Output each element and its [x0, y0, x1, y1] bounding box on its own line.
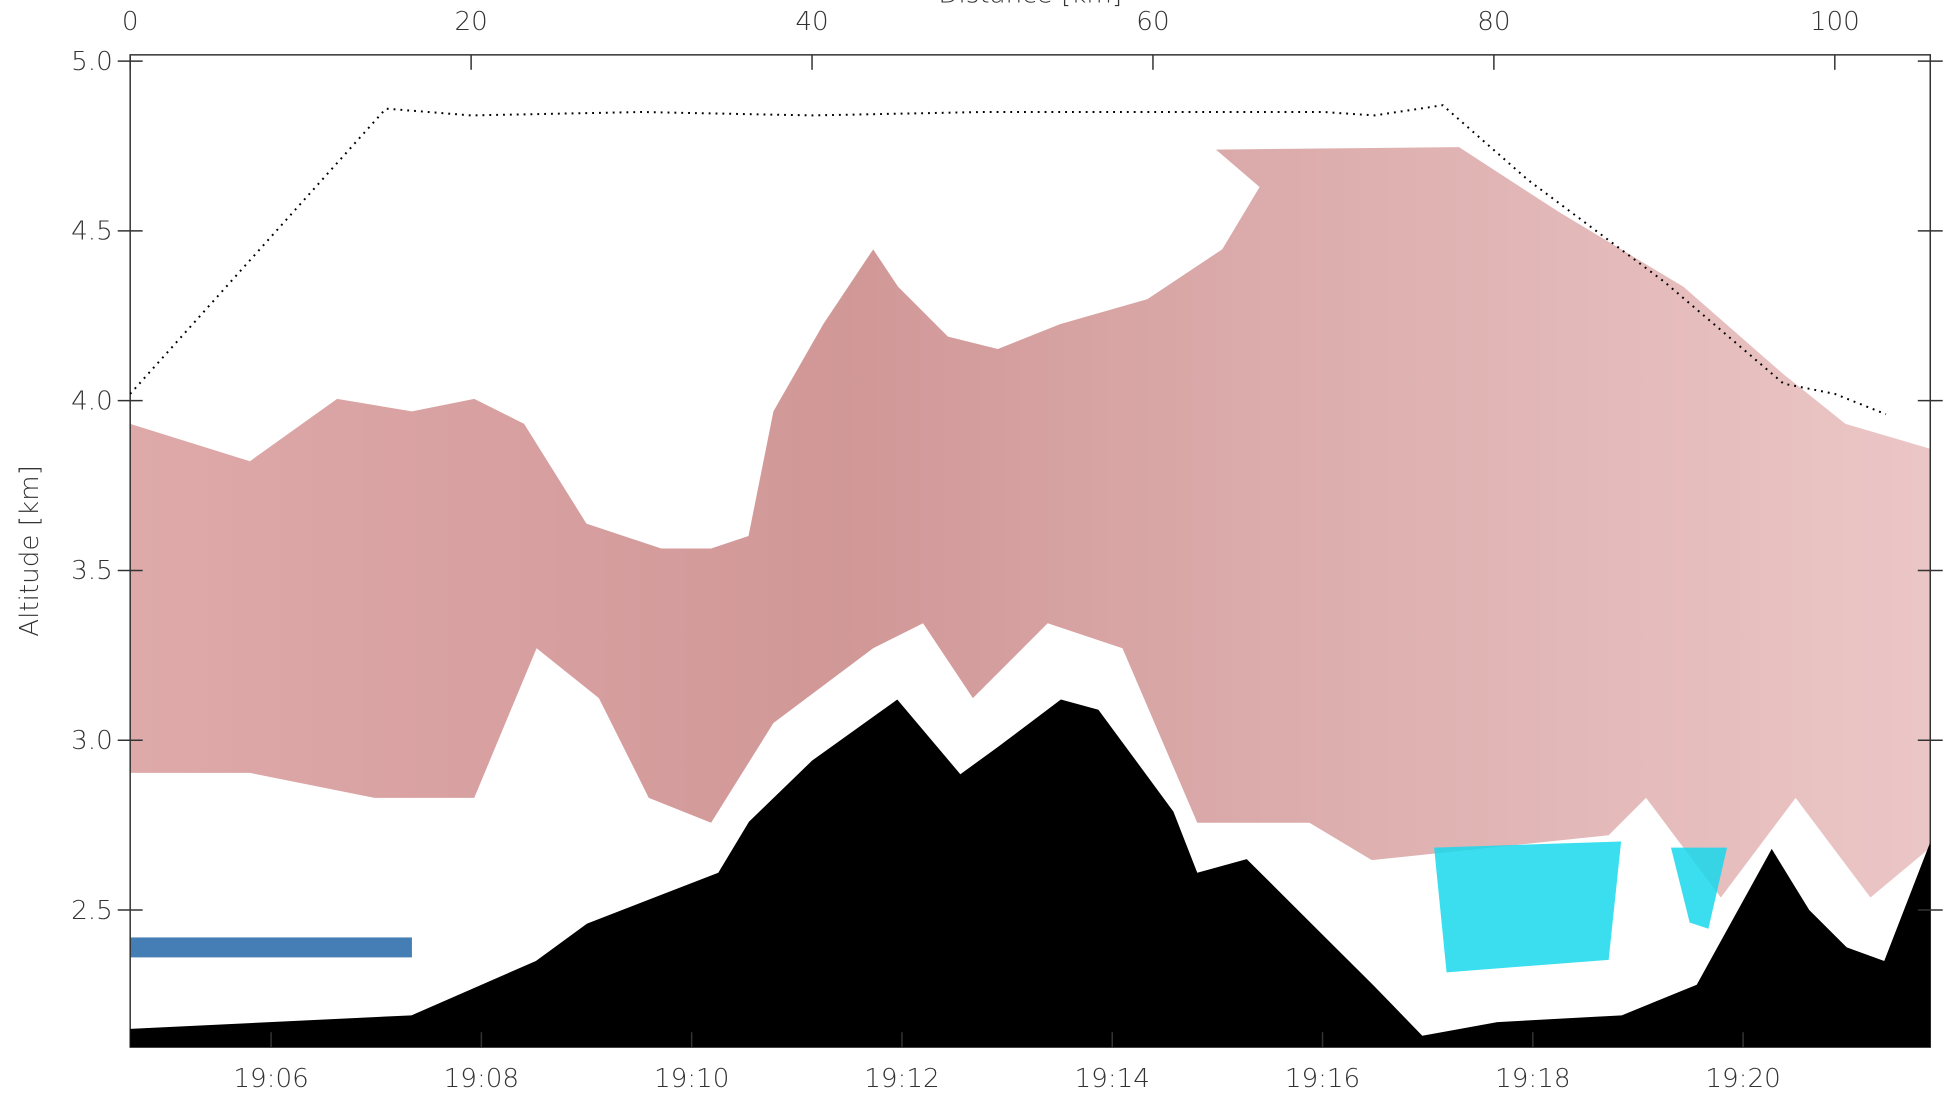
x2-tick-label: 19:06 [233, 1064, 308, 1094]
x2-tick-label: 19:18 [1495, 1064, 1570, 1094]
x-tick-label: 60 [1136, 7, 1169, 37]
x2-tick-label: 19:10 [654, 1064, 729, 1094]
x-tick-label: 80 [1477, 7, 1510, 37]
y-tick-label: 5.0 [71, 47, 113, 77]
y-tick-label: 4.0 [71, 386, 113, 416]
x2-tick-label: 19:14 [1075, 1064, 1150, 1094]
aerosol-layer [130, 147, 1931, 898]
y-tick-label: 2.5 [71, 896, 113, 926]
x2-tick-label: 19:08 [444, 1064, 519, 1094]
x2-tick-label: 19:12 [864, 1064, 939, 1094]
x2-tick-label: 19:16 [1285, 1064, 1360, 1094]
water-layer [130, 937, 412, 958]
y-tick-label: 3.0 [71, 726, 113, 756]
terrain [130, 699, 1931, 1048]
x-tick-label: 0 [122, 7, 139, 37]
x2-tick-label: 19:20 [1705, 1064, 1780, 1094]
y-tick-label: 4.5 [71, 217, 113, 247]
cloud-layer [1434, 841, 1622, 973]
x-tick-label: 20 [454, 7, 487, 37]
x-tick-label: 40 [795, 7, 828, 37]
y-axis-title: Altitude [km] [15, 465, 45, 637]
y-tick-label: 3.5 [71, 556, 113, 586]
x-tick-label: 100 [1810, 7, 1860, 37]
cloud-layer [1670, 847, 1728, 929]
x-axis-title: Distance [km] [938, 0, 1122, 9]
